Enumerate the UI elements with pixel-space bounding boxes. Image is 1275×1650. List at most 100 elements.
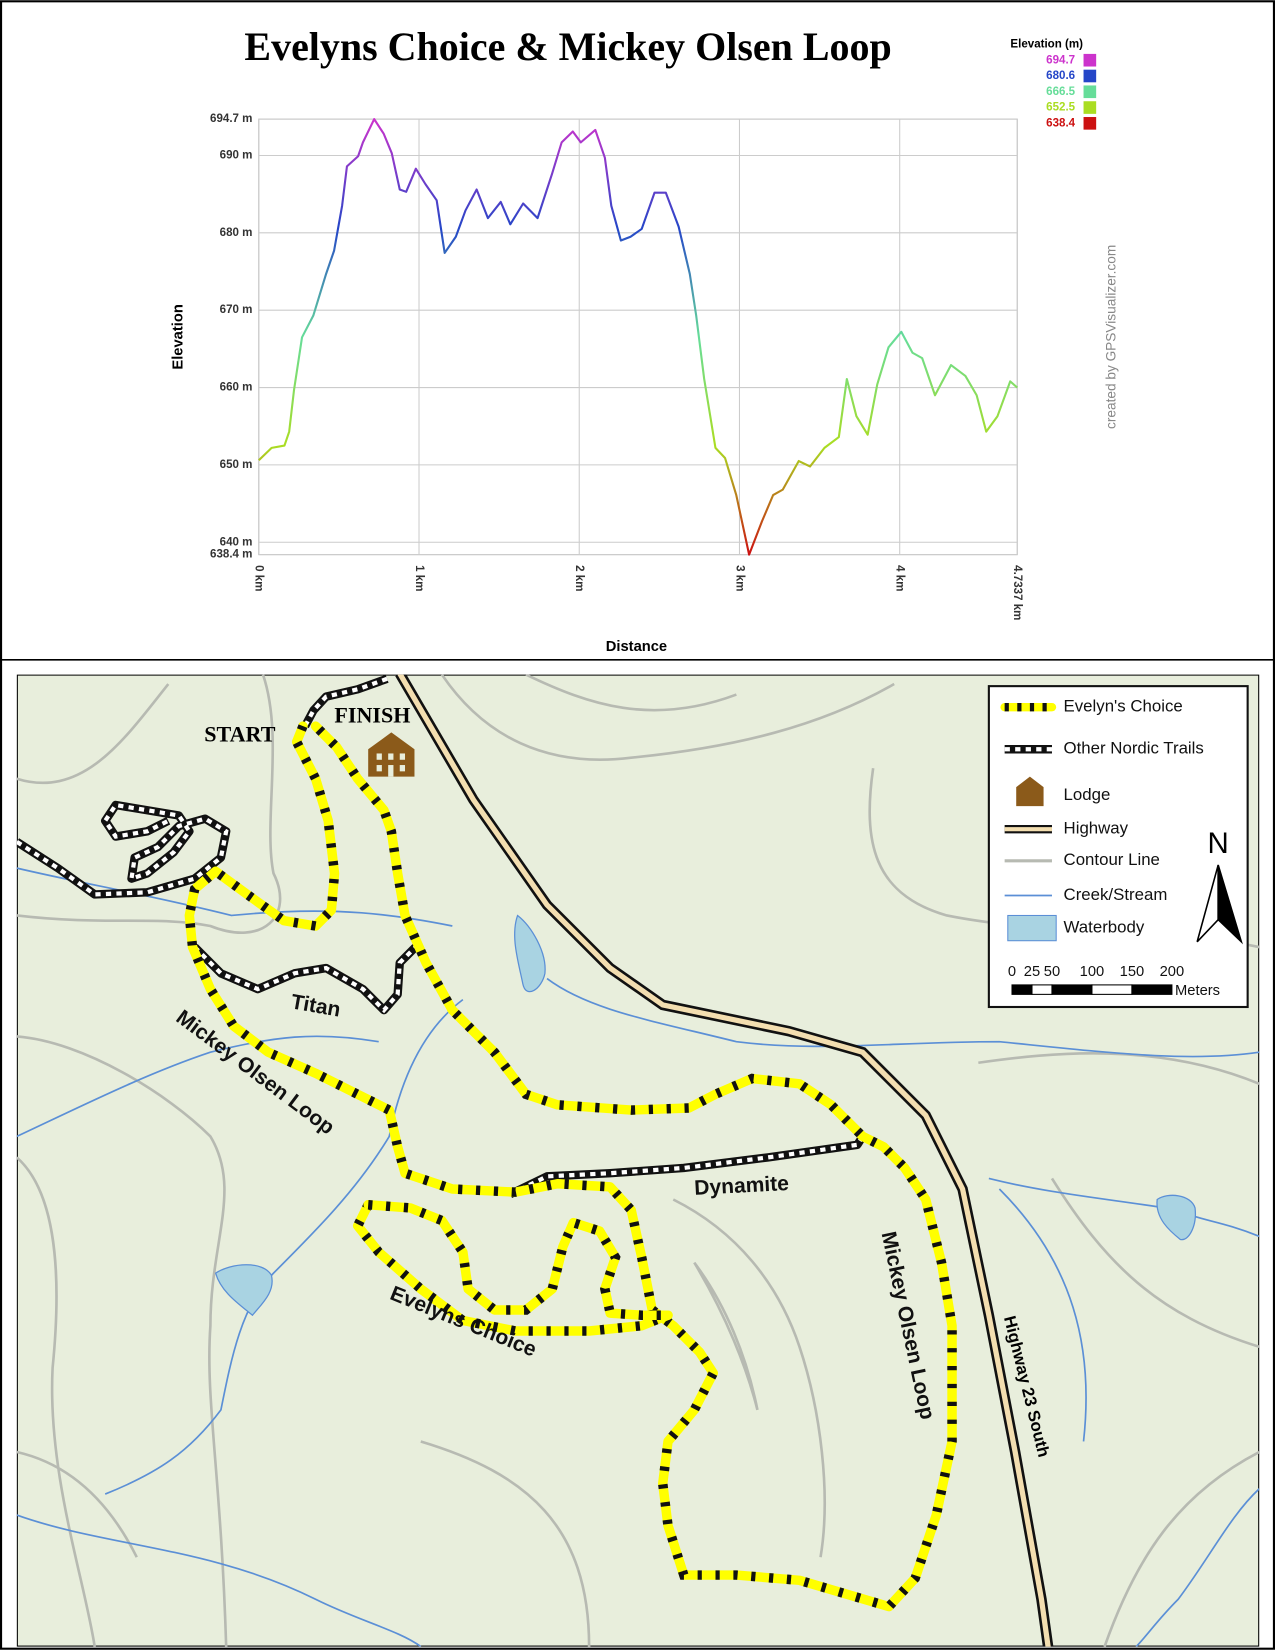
x-tick-label: 4.7337 km (1011, 565, 1023, 620)
contour (693, 1261, 759, 1411)
y-tick-label: 660 m (220, 382, 253, 394)
lodge (368, 732, 415, 777)
y-tick-label: 680 m (220, 227, 253, 239)
ec-base (352, 1200, 673, 1336)
legend-title: Elevation (m) (1010, 38, 1083, 50)
x-tick-label: 0 km (253, 565, 265, 591)
rect (376, 753, 382, 760)
x-tick-label: 1 km (413, 565, 425, 591)
legend-entry: Creek/Stream (1064, 885, 1168, 904)
contour (16, 1035, 228, 1647)
scale-label: 100 (1080, 964, 1105, 980)
contour (16, 1156, 96, 1647)
creek (998, 1188, 1087, 1442)
legend-value: 694.7 (1046, 54, 1075, 66)
highway (395, 674, 1054, 1647)
credit: created by GPSVisualizer.com (1104, 245, 1119, 429)
legend-swatch (1083, 69, 1097, 83)
ec-dash (367, 1200, 669, 1320)
legend-entry: Other Nordic Trails (1064, 739, 1204, 758)
ot-dash (193, 945, 418, 1014)
y-tick-label: 690 m (220, 150, 253, 162)
scale-label: 0 (1008, 964, 1016, 980)
map-legend: Evelyn's Choice Other Nordic Trails Lodge H… (987, 685, 1249, 1009)
y-tick-label: 650 m (220, 459, 253, 471)
x-tick-label: 3 km (733, 565, 745, 591)
waterbodies (214, 914, 1196, 1317)
legend-swatch (1083, 101, 1097, 114)
creek (16, 1514, 422, 1647)
legend-entry: Lodge (1064, 785, 1111, 804)
rect (388, 753, 394, 760)
legend-value: 680.6 (1046, 70, 1076, 82)
water (214, 1264, 273, 1317)
legend-entry: Waterbody (1064, 918, 1145, 937)
scale-segment (1091, 984, 1133, 995)
rect (1007, 914, 1057, 942)
scale-label: 50 (1044, 964, 1060, 980)
legend-swatch (1083, 53, 1097, 67)
scale-segment (1051, 984, 1093, 995)
rect (399, 765, 406, 772)
legend-entry: Contour Line (1064, 850, 1160, 869)
creeks (16, 867, 1260, 1647)
creek (16, 1035, 379, 1138)
scale-segment (1011, 984, 1033, 995)
contour (978, 1052, 1260, 1086)
plot-area (258, 118, 1018, 556)
contour (440, 674, 895, 761)
y-tick-label: 670 m (220, 304, 253, 316)
rect (376, 765, 382, 772)
scale-unit: Meters (1175, 983, 1220, 999)
scale-segment (1031, 984, 1053, 995)
chart-title: Evelyns Choice & Mickey Olsen Loop (244, 24, 891, 69)
legend-swatch (1083, 85, 1097, 99)
legend-value: 652.5 (1046, 102, 1076, 114)
contour (525, 674, 737, 712)
ec-base (184, 721, 957, 1612)
contour (1050, 1177, 1260, 1349)
finish-label: FINISH (334, 703, 410, 728)
legend-entry: Evelyn's Choice (1064, 697, 1183, 716)
g: Evelyn's Choice Other Nordic Trails Lodge H… (1064, 697, 1204, 937)
water (514, 914, 546, 993)
other-nordic-trails (16, 674, 867, 1199)
trail-label: Dynamite (694, 1172, 790, 1200)
y-tick-label: 638.4 m (210, 549, 252, 561)
g: 0 25 50 100 150 200 Meters (1008, 964, 1220, 999)
ot-dash (16, 802, 229, 897)
ot-base (508, 1134, 867, 1199)
scale-label: 200 (1160, 964, 1185, 980)
contour (16, 1450, 138, 1558)
rect (987, 685, 1249, 1009)
map: START FINISH Titan Mickey Olsen Loop Dyn… (16, 674, 1260, 1647)
legend-value: 666.5 (1046, 86, 1076, 98)
elevation-line (258, 118, 1018, 556)
path (1016, 776, 1044, 807)
contour (16, 683, 170, 785)
rect (388, 765, 394, 777)
creek (104, 998, 464, 1495)
ot-dash (303, 676, 388, 728)
legend-swatch (1083, 117, 1097, 130)
scale-label: 150 (1120, 964, 1145, 980)
path (1217, 864, 1243, 945)
creek (546, 977, 1260, 1058)
x-tick-label: 2 km (573, 565, 585, 591)
scale-label: 25 (1024, 964, 1040, 980)
contour (16, 674, 282, 934)
evelyns-choice-trail (184, 721, 957, 1612)
x-tick-label: 4 km (894, 565, 906, 591)
north-label: N (1208, 827, 1229, 860)
start-label: START (204, 722, 275, 747)
contour (420, 1440, 591, 1647)
x-axis-label: Distance (606, 639, 667, 655)
path (397, 674, 1051, 1647)
creek (1135, 1488, 1260, 1647)
y-tick-label: 640 m (220, 536, 253, 548)
legend-entry: Highway (1064, 819, 1129, 838)
water (1156, 1194, 1196, 1241)
y-tick-label: 694.7 m (210, 113, 252, 125)
